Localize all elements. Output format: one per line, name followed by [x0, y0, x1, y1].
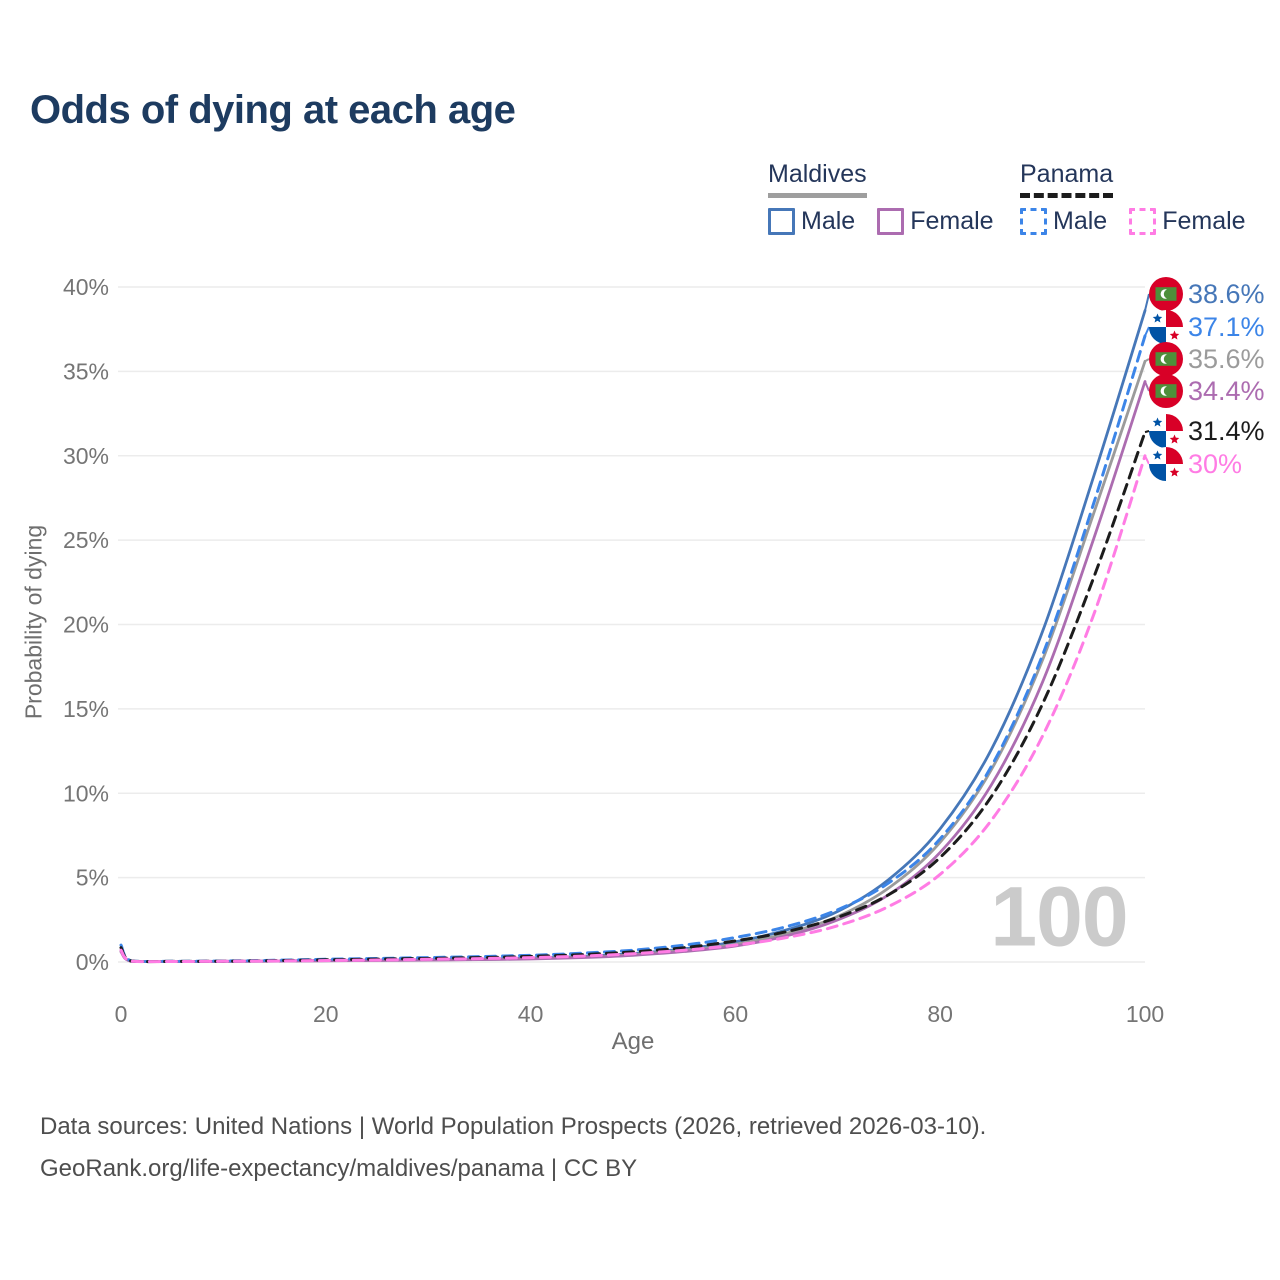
leader-line-maldives-female — [1144, 381, 1150, 392]
polygon — [1152, 417, 1163, 427]
age-watermark: 100 — [990, 869, 1128, 964]
end-label-panama-male: 37.1% — [1188, 312, 1265, 342]
y-tick-label: 30% — [63, 443, 109, 469]
y-tick-label: 35% — [63, 358, 109, 384]
circle — [1163, 386, 1174, 396]
y-tick-label: 10% — [63, 780, 109, 806]
end-label-maldives-male: 38.6% — [1188, 279, 1265, 309]
maldives-flag-icon — [1149, 277, 1183, 311]
x-tick-label: 40 — [518, 1001, 544, 1027]
legend-country-panama: Panama — [1020, 160, 1114, 198]
maldives-flag-icon — [1149, 374, 1183, 408]
legend-label-maldives-female[interactable]: Female — [910, 207, 994, 235]
y-tick-label: 25% — [63, 527, 109, 553]
circle — [1163, 289, 1174, 299]
series-line-panama-male — [119, 334, 1147, 963]
legend-swatch-maldives-female[interactable] — [877, 208, 905, 235]
legend-row-maldives: Male Female — [768, 207, 1016, 236]
y-tick-label: 20% — [63, 612, 109, 638]
y-tick-label: 0% — [76, 949, 109, 975]
y-axis-title: Probability of dying — [20, 524, 47, 720]
end-label-maldives-both-sexes-: 35.6% — [1188, 344, 1265, 374]
leader-line-maldives-both-sexes- — [1144, 358, 1150, 363]
leader-line-panama-female — [1144, 455, 1150, 465]
x-tick-label: 100 — [1126, 1001, 1164, 1027]
end-label-panama-female: 30% — [1188, 449, 1242, 479]
legend-row-panama: Male Female — [1020, 207, 1268, 236]
panama-flag-icon — [1149, 447, 1183, 481]
legend-label-panama-female[interactable]: Female — [1162, 207, 1246, 235]
end-label-maldives-female: 34.4% — [1188, 376, 1265, 406]
legend-swatch-maldives-male[interactable] — [768, 208, 795, 235]
series-line-panama-both-sexes- — [119, 430, 1147, 964]
footer-line-sources: Data sources: United Nations | World Pop… — [40, 1113, 987, 1140]
maldives-flag-icon — [1149, 342, 1183, 376]
x-tick-label: 60 — [723, 1001, 749, 1027]
polygon — [1169, 434, 1180, 444]
circle — [1163, 354, 1174, 364]
end-label-panama-both-sexes-: 31.4% — [1188, 416, 1265, 446]
leader-line-panama-both-sexes- — [1144, 430, 1150, 434]
page-title: Odds of dying at each age — [30, 88, 516, 132]
series-line-maldives-male — [119, 309, 1147, 964]
y-tick-label: 40% — [63, 274, 109, 300]
legend-group-panama: Panama Male Female — [1020, 160, 1268, 236]
legend-label-panama-male[interactable]: Male — [1053, 207, 1108, 235]
legend-country-maldives: Maldives — [768, 160, 867, 198]
legend-swatch-panama-female[interactable] — [1129, 208, 1157, 235]
x-tick-label: 20 — [313, 1001, 339, 1027]
x-axis-title: Age — [611, 1028, 655, 1055]
legend-label-maldives-male[interactable]: Male — [801, 207, 856, 235]
series-line-panama-female — [119, 454, 1147, 964]
rect — [1149, 464, 1166, 481]
polygon — [1169, 467, 1180, 477]
rect — [1166, 310, 1183, 327]
rect — [1149, 431, 1166, 448]
y-tick-label: 15% — [63, 696, 109, 722]
data-source-footer: Data sources: United Nations | World Pop… — [40, 1106, 986, 1190]
legend-group-maldives: Maldives Male Female — [768, 160, 1016, 236]
panama-flag-icon — [1149, 414, 1183, 448]
leader-line-maldives-male — [1144, 293, 1150, 311]
leader-line-panama-male — [1144, 326, 1150, 337]
legend-swatch-panama-male[interactable] — [1020, 208, 1047, 235]
polygon — [1152, 450, 1163, 460]
x-tick-label: 0 — [115, 1001, 128, 1027]
rect — [1166, 447, 1183, 464]
rect — [1149, 327, 1166, 344]
y-tick-label: 5% — [76, 865, 109, 891]
polygon — [1169, 330, 1180, 340]
series-line-maldives-both-sexes- — [119, 359, 1147, 964]
series-line-maldives-female — [119, 380, 1147, 964]
panama-flag-icon — [1149, 310, 1183, 344]
polygon — [1152, 313, 1163, 323]
rect — [1166, 414, 1183, 431]
footer-line-url: GeoRank.org/life-expectancy/maldives/pan… — [40, 1155, 638, 1182]
x-tick-label: 80 — [927, 1001, 953, 1027]
